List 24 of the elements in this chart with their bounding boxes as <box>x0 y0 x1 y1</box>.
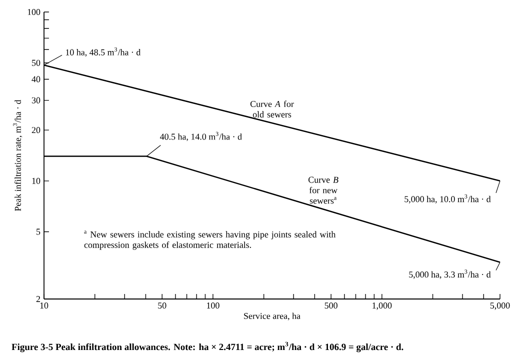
caption: Figure 3-5 Peak infiltration allowances. Note: ha × 2.4711 = acre; m$^{3}$/ha · d × 106.9 = gal/acre · d. <box>12 342 404 352</box>
x-tick-label: 500 <box>324 302 338 309</box>
annotation: 40.5 ha, 14.0 m$^{3}$/ha · d <box>160 132 242 142</box>
y-tick-label: 30 <box>32 97 40 104</box>
x-tick-label: 5,000 <box>490 302 510 310</box>
series-label: Curve B for new sewers$^{a}$ <box>308 176 338 204</box>
x-axis-title: Service area, ha <box>244 312 300 320</box>
y-tick-label: 5 <box>36 228 40 235</box>
annotation: 5,000 ha, 3.3 m$^{3}$/ha · d <box>409 270 491 279</box>
x-tick-label: 1,000 <box>372 302 392 310</box>
annotation: 10 ha, 48.5 m$^{3}$/ha · d <box>66 48 141 57</box>
annotation: $^{a}$ New sewers include existing sewers having pipe joints sealed with compression gaskets of elastomeric materials. <box>84 230 336 250</box>
y-tick-label: 20 <box>32 127 40 134</box>
y-tick-label: 50 <box>32 60 40 66</box>
x-tick-label: 10 <box>40 302 48 309</box>
y-tick-label: 40 <box>32 76 40 82</box>
series-label: Curve A for old sewers <box>250 100 294 118</box>
x-tick-label: 50 <box>158 302 166 309</box>
annotation: 5,000 ha, 10.0 m$^{3}$/ha · d <box>404 194 491 204</box>
y-tick-label: 100 <box>28 8 40 16</box>
y-tick-label: 10 <box>32 178 40 184</box>
y-axis-title: Peak infiltration rate, m$^{3}$/ha · d <box>13 100 22 212</box>
y-tick-label: 2 <box>36 296 40 302</box>
x-tick-label: 100 <box>207 302 220 309</box>
